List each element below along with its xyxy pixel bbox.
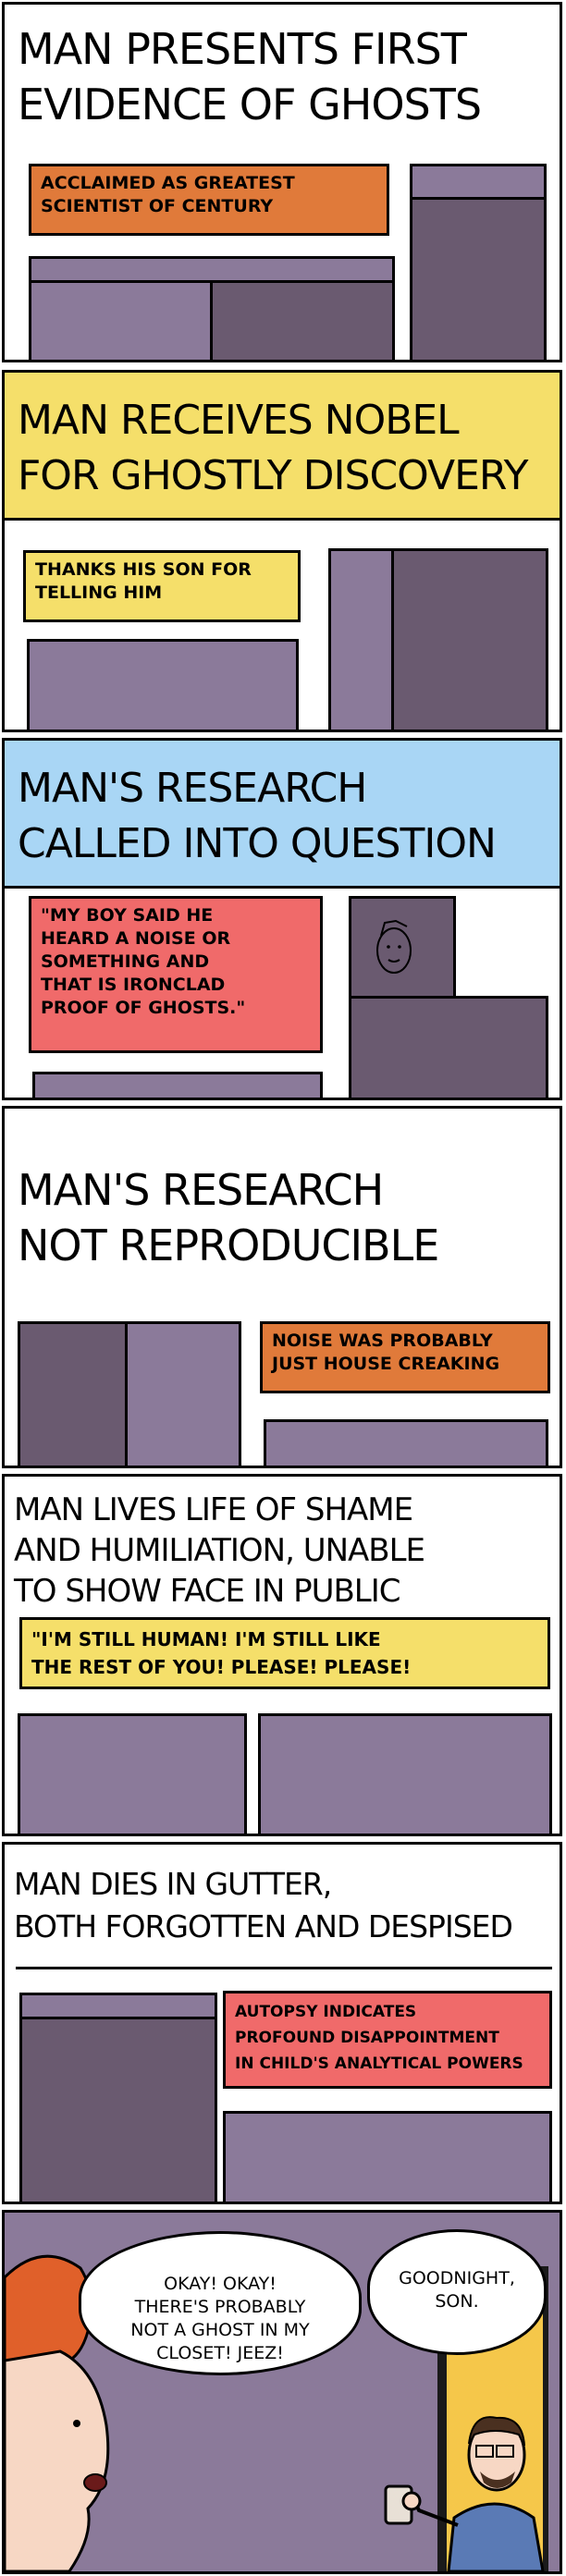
background-building bbox=[223, 2111, 552, 2202]
panel-6-caption: AUTOPSY INDICATES PROFOUND DISAPPOINTMEN… bbox=[223, 1991, 552, 2089]
background-building bbox=[349, 996, 548, 1098]
panel-5-headline: MAN LIVES LIFE OF SHAME AND HUMILIATION,… bbox=[14, 1491, 425, 1610]
background-building bbox=[410, 164, 547, 201]
background-building bbox=[264, 1419, 548, 1466]
panel-5: MAN LIVES LIFE OF SHAME AND HUMILIATION,… bbox=[2, 1474, 562, 1836]
divider-line bbox=[16, 1967, 552, 1969]
panel-5-caption: "I'M STILL HUMAN! I'M STILL LIKE THE RES… bbox=[19, 1617, 550, 1689]
panel-3: MAN'S RESEARCH CALLED INTO QUESTION "MY … bbox=[2, 738, 562, 1100]
portrait-face-icon bbox=[376, 919, 412, 974]
panel-2-caption: THANKS HIS SON FOR TELLING HIM bbox=[23, 550, 301, 622]
background-building bbox=[125, 1321, 241, 1466]
background-building bbox=[29, 280, 214, 360]
father-body bbox=[447, 2502, 545, 2571]
background-building bbox=[19, 2017, 217, 2202]
panel-3-caption: "MY BOY SAID HE HEARD A NOISE OR SOMETHI… bbox=[29, 896, 323, 1053]
background-building bbox=[258, 1713, 552, 1834]
panel-2-headline: MAN RECEIVES NOBEL FOR GHOSTLY DISCOVERY bbox=[5, 373, 560, 521]
background-building bbox=[27, 639, 299, 730]
panel-1-caption: ACCLAIMED AS GREATEST SCIENTIST OF CENTU… bbox=[29, 164, 389, 236]
panel-3-headline: MAN'S RESEARCH CALLED INTO QUESTION bbox=[5, 741, 560, 889]
father-speech-bubble: GOODNIGHT, SON. bbox=[367, 2229, 547, 2355]
panel-4-caption: NOISE WAS PROBABLY JUST HOUSE CREAKING bbox=[260, 1321, 550, 1393]
background-building bbox=[410, 197, 547, 360]
background-building bbox=[210, 280, 395, 360]
panel-6-headline: MAN DIES IN GUTTER, BOTH FORGOTTEN AND D… bbox=[14, 1866, 513, 1944]
panel-1: MAN PRESENTS FIRST EVIDENCE OF GHOSTS AC… bbox=[2, 2, 562, 362]
background-building bbox=[328, 548, 395, 730]
panel-6: MAN DIES IN GUTTER, BOTH FORGOTTEN AND D… bbox=[2, 1842, 562, 2204]
background-building bbox=[391, 548, 548, 730]
panel-1-headline: MAN PRESENTS FIRST EVIDENCE OF GHOSTS bbox=[18, 24, 482, 129]
panel-4: MAN'S RESEARCH NOT REPRODUCIBLE NOISE WA… bbox=[2, 1106, 562, 1468]
child-speech-bubble: OKAY! OKAY! THERE'S PROBABLY NOT A GHOST… bbox=[79, 2231, 362, 2375]
panel-7: OKAY! OKAY! THERE'S PROBABLY NOT A GHOST… bbox=[2, 2210, 562, 2574]
child-face bbox=[5, 2349, 110, 2571]
panel-2: MAN RECEIVES NOBEL FOR GHOSTLY DISCOVERY… bbox=[2, 370, 562, 732]
background-building bbox=[32, 1072, 323, 1098]
panel-4-headline: MAN'S RESEARCH NOT REPRODUCIBLE bbox=[18, 1165, 439, 1270]
portrait-frame bbox=[349, 896, 456, 1000]
background-building bbox=[18, 1321, 129, 1466]
background-building bbox=[18, 1713, 247, 1834]
